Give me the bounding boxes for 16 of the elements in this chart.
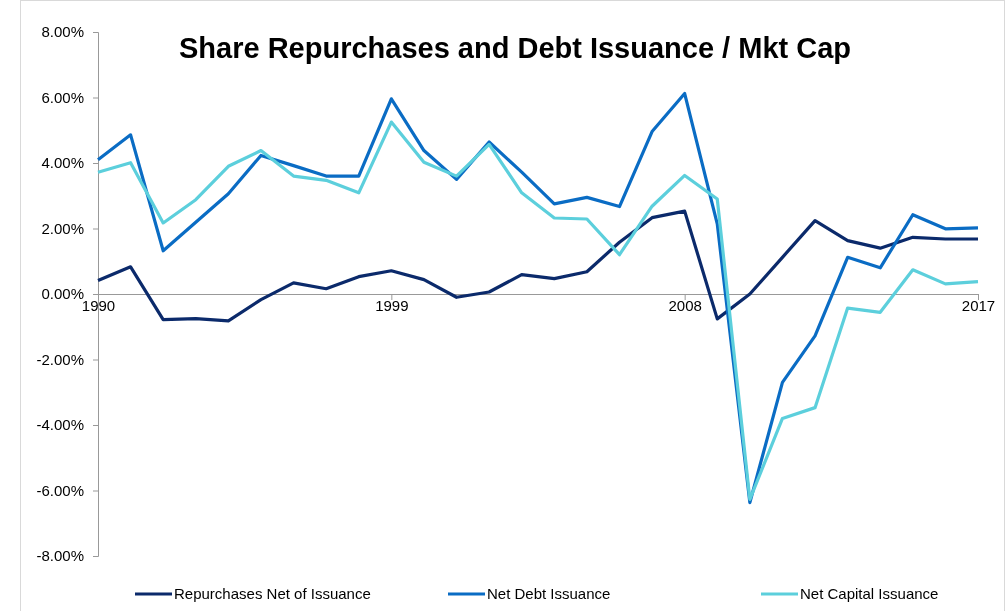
chart-title: Share Repurchases and Debt Issuance / Mkt Cap (178, 32, 852, 64)
y-tick-label: 0.00% (41, 285, 84, 303)
y-tick-label: 2.00% (41, 219, 84, 237)
legend-label: Net Capital Issuance (800, 585, 939, 602)
y-tick-label: -4.00% (36, 416, 84, 434)
y-tick-label: -2.00% (36, 350, 84, 368)
x-tick-label: 2017 (961, 296, 996, 314)
x-tick-label: 1999 (375, 296, 409, 314)
legend-label: Net Debt Issuance (487, 585, 611, 602)
y-tick-label: -8.00% (36, 547, 84, 565)
y-tick-label: 8.00% (41, 23, 84, 41)
y-tick-label: 6.00% (41, 88, 84, 106)
y-tick-label: 4.00% (41, 154, 84, 172)
x-tick-label: 2008 (668, 296, 702, 314)
y-tick-label: -6.00% (36, 481, 84, 499)
legend-label: Repurchases Net of Issuance (174, 585, 371, 602)
